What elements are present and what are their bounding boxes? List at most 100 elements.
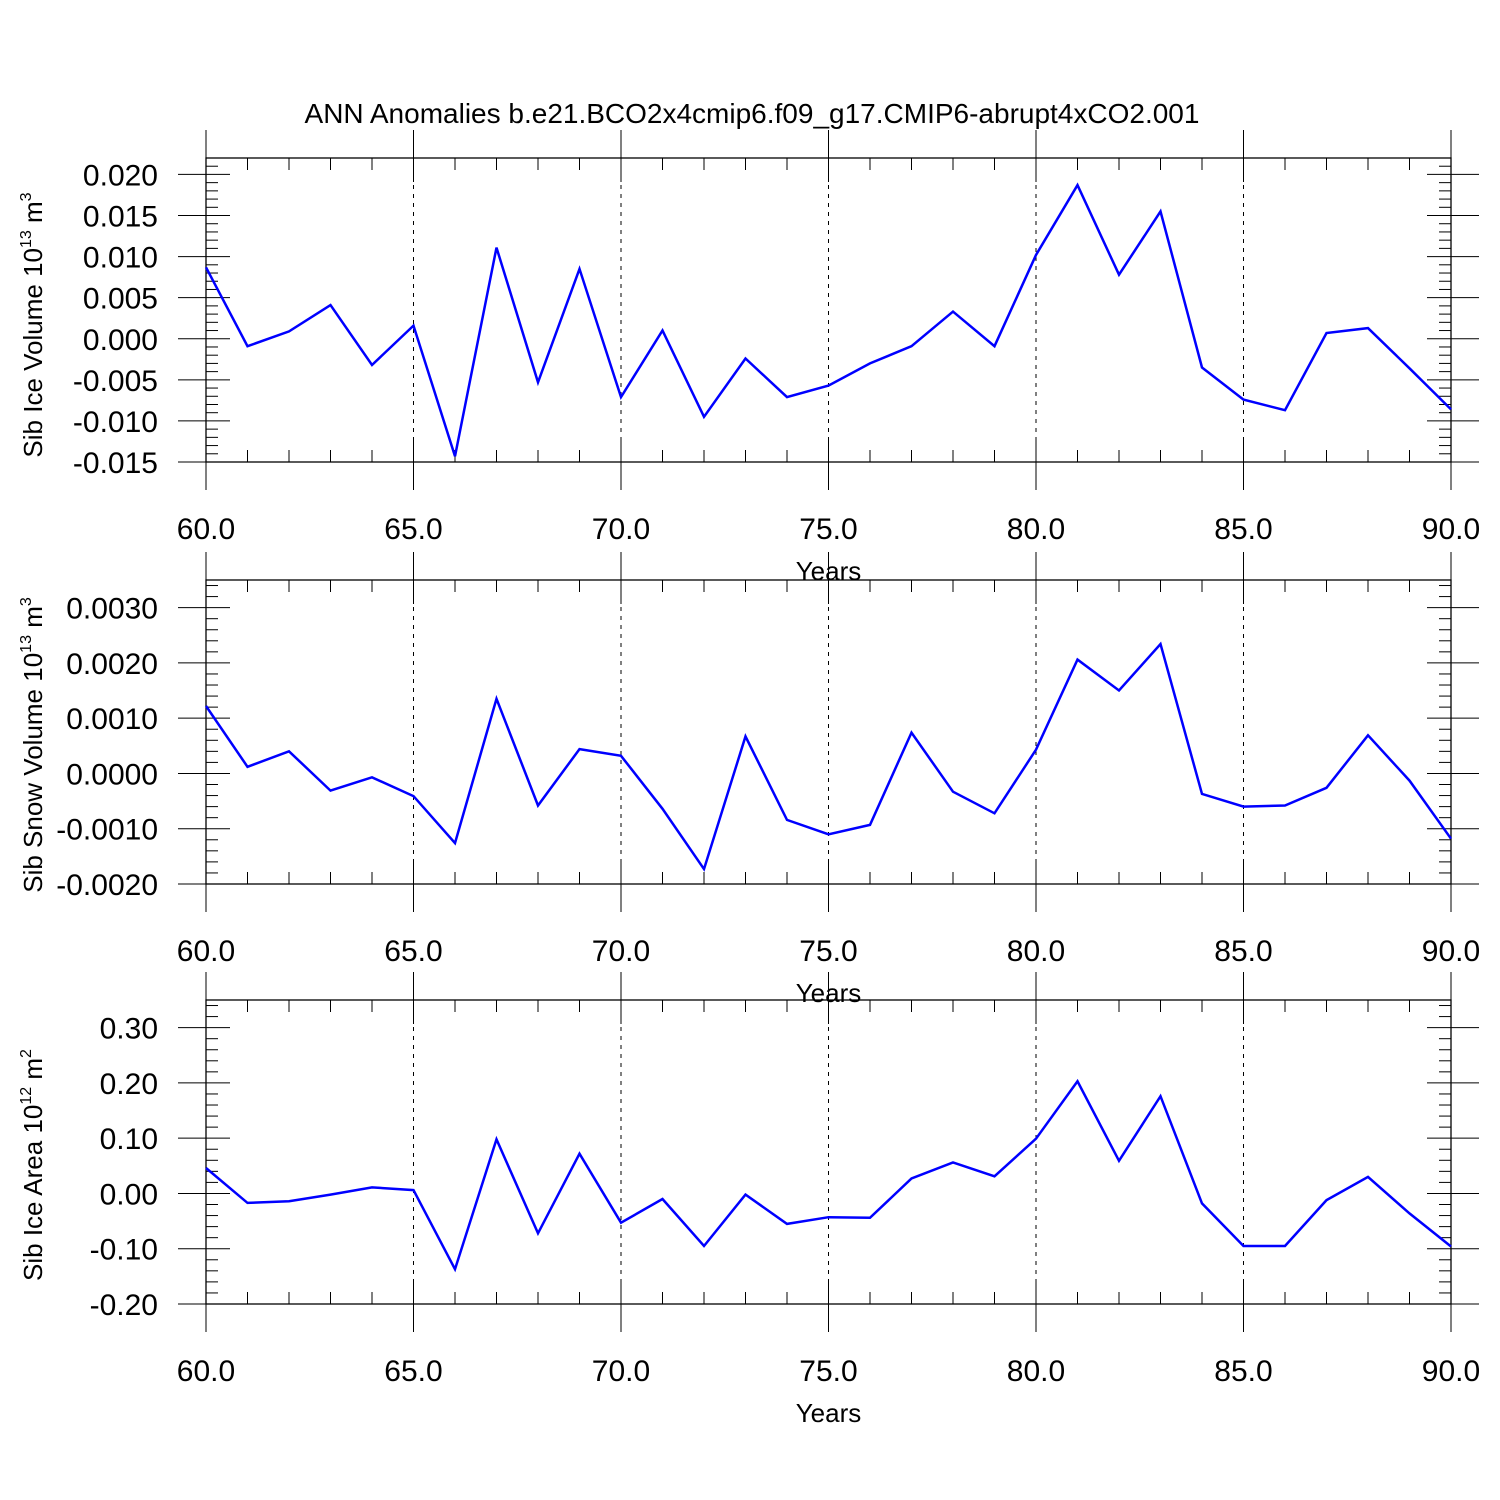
ice-volume-data-point (246, 344, 250, 348)
ice-volume-x-tick-label: 85.0 (1214, 513, 1272, 546)
ice-volume-y-tick-label: -0.005 (73, 365, 158, 398)
ice-volume-data-point (1325, 331, 1329, 335)
snow-volume-data-point (1325, 786, 1329, 790)
ice-volume-data-point (827, 384, 831, 388)
ice-volume-data-point (993, 344, 997, 348)
ice-volume-data-point (1200, 366, 1204, 370)
snow-volume-data-point (868, 823, 872, 827)
ice-area-data-point (1449, 1245, 1453, 1249)
ice-volume-data-point (1076, 183, 1080, 187)
ice-volume-x-tick-label: 75.0 (799, 513, 857, 546)
ice-volume-data-point (1366, 326, 1370, 330)
ice-volume-y-tick-label: 0.010 (83, 242, 158, 275)
ice-area-data-point (578, 1152, 582, 1156)
ice-area-data-point (287, 1199, 291, 1203)
ice-area-y-tick-label: -0.10 (90, 1234, 158, 1267)
snow-volume-y-axis-label: Sib Snow Volume 1013 m3 (18, 597, 48, 893)
ice-area-x-tick-label: 70.0 (592, 1355, 650, 1388)
snow-volume-data-point (370, 775, 374, 779)
ice-area-data-point (1117, 1159, 1121, 1163)
ice-area-x-tick-label: 75.0 (799, 1355, 857, 1388)
ice-area-x-tick-label: 60.0 (177, 1355, 235, 1388)
snow-volume-data-point (1283, 804, 1287, 808)
snow-volume-data-point (329, 789, 333, 793)
snow-volume-data-point (1117, 689, 1121, 693)
ice-area-data-point (1242, 1244, 1246, 1248)
ice-area-data-point (1283, 1244, 1287, 1248)
snow-volume-data-point (785, 818, 789, 822)
ice-area-data-point (661, 1197, 665, 1201)
snow-volume-data-point (827, 832, 831, 836)
snow-volume-y-tick-label: 0.0020 (66, 648, 158, 681)
ice-area-x-tick-label: 65.0 (384, 1355, 442, 1388)
snow-volume-x-tick-label: 60.0 (177, 935, 235, 968)
ice-area-data-point (1159, 1094, 1163, 1098)
ice-volume-data-point (1159, 209, 1163, 213)
panel-ice-area: -0.20 -0.10 0.00 0.10 0.20 0.30 60.0 65.0 70.0 75… (18, 972, 1480, 1428)
snow-volume-data-point (661, 807, 665, 811)
snow-volume-data-point (536, 804, 540, 808)
ice-volume-y-tick-label: 0.015 (83, 201, 158, 234)
ice-volume-data-point (329, 303, 333, 307)
ice-area-data-point (868, 1216, 872, 1220)
ice-volume-y-tick-label: 0.000 (83, 324, 158, 357)
ice-volume-data-point (287, 329, 291, 333)
ice-area-data-point (1076, 1079, 1080, 1083)
ice-area-data-point (744, 1193, 748, 1197)
ice-area-data-point (619, 1221, 623, 1225)
ice-volume-data-point (661, 329, 665, 333)
ice-area-data-point (453, 1267, 457, 1271)
snow-volume-y-tick-label: 0.0030 (66, 593, 158, 626)
ice-area-y-tick-label: 0.00 (100, 1178, 158, 1211)
ice-area-data-point (246, 1201, 250, 1205)
ice-area-data-point (1366, 1175, 1370, 1179)
ice-volume-x-tick-label: 90.0 (1422, 513, 1480, 546)
ice-area-x-tick-label: 90.0 (1422, 1355, 1480, 1388)
ice-area-y-tick-label: 0.10 (100, 1123, 158, 1156)
ice-volume-data-point (453, 454, 457, 458)
ice-area-data-point (329, 1193, 333, 1197)
ice-volume-data-point (1034, 253, 1038, 257)
ice-volume-data-point (495, 246, 499, 250)
snow-volume-data-point (951, 790, 955, 794)
ice-volume-data-point (412, 324, 416, 328)
snow-volume-x-tick-label: 70.0 (592, 935, 650, 968)
ice-area-data-point (1408, 1211, 1412, 1215)
ice-volume-data-point (578, 267, 582, 271)
ice-area-data-point (1325, 1198, 1329, 1202)
ice-volume-y-tick-label: -0.015 (73, 447, 158, 480)
ice-area-y-tick-label: 0.30 (100, 1013, 158, 1046)
ice-area-data-point (204, 1166, 208, 1170)
ice-volume-data-point (1449, 407, 1453, 411)
snow-volume-data-point (619, 754, 623, 758)
snow-volume-data-point (1408, 779, 1412, 783)
ice-area-data-point (702, 1244, 706, 1248)
ice-volume-data-point (868, 361, 872, 365)
snow-volume-data-point (702, 867, 706, 871)
ice-area-data-point (370, 1185, 374, 1189)
ice-volume-data-point (1408, 366, 1412, 370)
snow-volume-data-point (1034, 748, 1038, 752)
ice-area-y-tick-label: 0.20 (100, 1068, 158, 1101)
ice-area-data-point (993, 1174, 997, 1178)
ice-area-data-point (1200, 1201, 1204, 1205)
ice-area-x-tick-label: 80.0 (1007, 1355, 1065, 1388)
snow-volume-y-tick-label: 0.0010 (66, 703, 158, 736)
snow-volume-data-point (495, 697, 499, 701)
snow-volume-x-tick-label: 80.0 (1007, 935, 1065, 968)
ice-volume-data-point (702, 415, 706, 419)
snow-volume-x-tick-label: 85.0 (1214, 935, 1272, 968)
ice-volume-y-tick-label: -0.010 (73, 406, 158, 439)
snow-volume-data-point (1242, 805, 1246, 809)
ice-volume-data-point (619, 395, 623, 399)
snow-volume-data-point (993, 811, 997, 815)
ice-volume-data-point (785, 395, 789, 399)
snow-volume-data-point (1159, 642, 1163, 646)
ice-volume-x-tick-label: 80.0 (1007, 513, 1065, 546)
ice-area-data-point (1034, 1137, 1038, 1141)
ice-volume-data-point (744, 356, 748, 360)
panel-snow-volume: -0.0020 -0.0010 0.0000 0.0010 0.0020 0.0030 60… (18, 552, 1480, 1008)
ice-area-data-point (951, 1161, 955, 1165)
ice-volume-y-tick-label: 0.020 (83, 159, 158, 192)
